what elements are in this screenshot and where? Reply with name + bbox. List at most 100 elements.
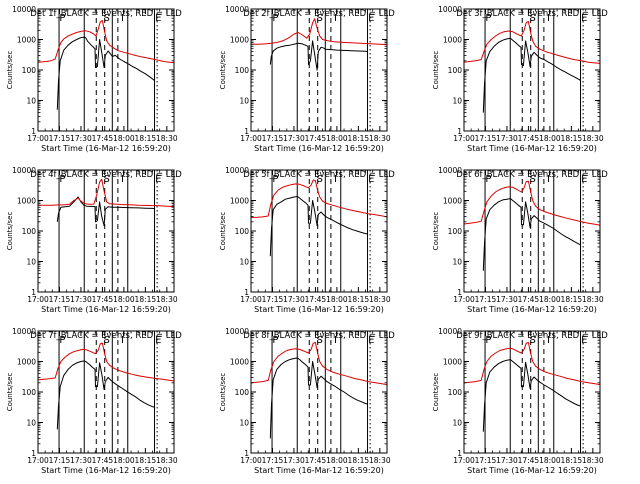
series-line-lld — [464, 180, 600, 226]
region-label-e: E — [581, 13, 587, 24]
ytick-label: 1000 — [443, 36, 462, 45]
x-axis-label: Start Time (16-Mar-12 16:59:20) — [254, 144, 384, 153]
x-axis-label: Start Time (16-Mar-12 16:59:20) — [467, 466, 597, 475]
xtick-label: 17:15 — [49, 456, 71, 465]
xtick-label: 18:15 — [561, 295, 583, 304]
xtick-label: 18:30 — [369, 134, 391, 143]
xtick-label: 17:00 — [240, 134, 262, 143]
ytick-label: 1000 — [230, 197, 249, 206]
ytick-label: 10 — [26, 97, 36, 106]
panel-title: Det 8f_BLACK = Events, RED = LLD — [243, 331, 395, 341]
ytick-label: 10000 — [438, 327, 462, 336]
xtick-label: 18:15 — [561, 456, 583, 465]
xtick-label: 17:30 — [283, 134, 305, 143]
ytick-label: 100 — [448, 388, 463, 397]
xtick-label: 17:00 — [27, 456, 49, 465]
x-axis-label: Start Time (16-Mar-12 16:59:20) — [41, 466, 171, 475]
ytick-label: 10 — [239, 97, 249, 106]
region-label-s: S — [317, 13, 323, 24]
xtick-label: 17:00 — [27, 134, 49, 143]
xtick-label: 17:30 — [70, 456, 92, 465]
region-label-e: E — [155, 335, 161, 346]
y-axis-label: Counts/sec — [219, 373, 227, 412]
xtick-label: 17:15 — [262, 295, 284, 304]
region-label-e: E — [368, 13, 374, 24]
plot-frame — [37, 8, 175, 132]
xtick-label: 17:45 — [305, 295, 327, 304]
xtick-label: 17:30 — [496, 456, 518, 465]
xtick-label: 18:15 — [135, 456, 157, 465]
region-label-p: P — [485, 174, 491, 185]
region-label-s: S — [530, 335, 536, 346]
xtick-label: 17:15 — [475, 134, 497, 143]
ytick-label: 1000 — [17, 197, 36, 206]
y-axis-label: Counts/sec — [6, 373, 14, 412]
region-label-e: E — [581, 174, 587, 185]
plot-frame — [250, 330, 388, 454]
region-label-e: E — [581, 335, 587, 346]
plot-frame — [37, 330, 175, 454]
xtick-label: 18:15 — [348, 295, 370, 304]
series-line-lld — [464, 21, 600, 64]
plot-frame — [37, 169, 175, 293]
series-line-lld — [251, 179, 387, 218]
ytick-label: 100 — [22, 227, 37, 236]
xtick-label: 17:30 — [496, 295, 518, 304]
series-line-events — [482, 37, 581, 113]
region-label-p: P — [485, 335, 491, 346]
xtick-label: 17:15 — [262, 134, 284, 143]
xtick-label: 18:30 — [156, 456, 178, 465]
y-axis-label: Counts/sec — [6, 212, 14, 251]
region-label-e: E — [368, 335, 374, 346]
xtick-label: 17:45 — [305, 134, 327, 143]
xtick-label: 18:30 — [582, 456, 604, 465]
xtick-label: 17:30 — [70, 134, 92, 143]
region-label-i: I — [121, 13, 124, 24]
ytick-label: 100 — [448, 66, 463, 75]
ytick-label: 100 — [448, 227, 463, 236]
xtick-label: 17:45 — [305, 456, 327, 465]
ytick-label: 100 — [235, 66, 250, 75]
panel-title: Det 9f_BLACK = Events, RED = LLD — [456, 331, 608, 341]
ytick-label: 10000 — [225, 327, 249, 336]
xtick-label: 17:15 — [49, 295, 71, 304]
xtick-label: 17:00 — [240, 456, 262, 465]
plot-frame — [463, 8, 601, 132]
y-axis-label: Counts/sec — [219, 51, 227, 90]
panel-title: Det 4f_BLACK = Events, RED = LLD — [30, 170, 182, 180]
ytick-label: 10000 — [225, 5, 249, 14]
ytick-label: 1000 — [230, 36, 249, 45]
series-line-events — [482, 198, 581, 271]
region-label-i: I — [547, 335, 550, 346]
ytick-label: 10000 — [12, 5, 36, 14]
ytick-label: 100 — [22, 66, 37, 75]
xtick-label: 18:30 — [369, 456, 391, 465]
region-label-i: I — [547, 174, 550, 185]
plot-frame — [250, 8, 388, 132]
xtick-label: 17:15 — [262, 456, 284, 465]
region-label-s: S — [104, 335, 110, 346]
y-axis-label: Counts/sec — [6, 51, 14, 90]
xtick-label: 18:00 — [539, 134, 561, 143]
ytick-label: 10 — [26, 258, 36, 267]
ytick-label: 1 — [244, 288, 249, 297]
xtick-label: 17:00 — [27, 295, 49, 304]
series-line-events — [269, 357, 368, 439]
series-line-lld — [464, 342, 600, 386]
ytick-label: 1 — [31, 127, 36, 136]
ytick-label: 10 — [239, 258, 249, 267]
panel-title: Det 7f_BLACK = Events, RED = LLD — [30, 331, 182, 341]
ytick-label: 10000 — [438, 166, 462, 175]
series-line-lld — [251, 342, 387, 386]
xtick-label: 17:15 — [475, 295, 497, 304]
xtick-label: 18:00 — [113, 456, 135, 465]
ytick-label: 1 — [244, 127, 249, 136]
ytick-label: 100 — [235, 388, 250, 397]
panel-title: Det 2f_BLACK = Events, RED = LLD — [243, 9, 395, 19]
xtick-label: 18:30 — [582, 134, 604, 143]
xtick-label: 17:45 — [518, 456, 540, 465]
